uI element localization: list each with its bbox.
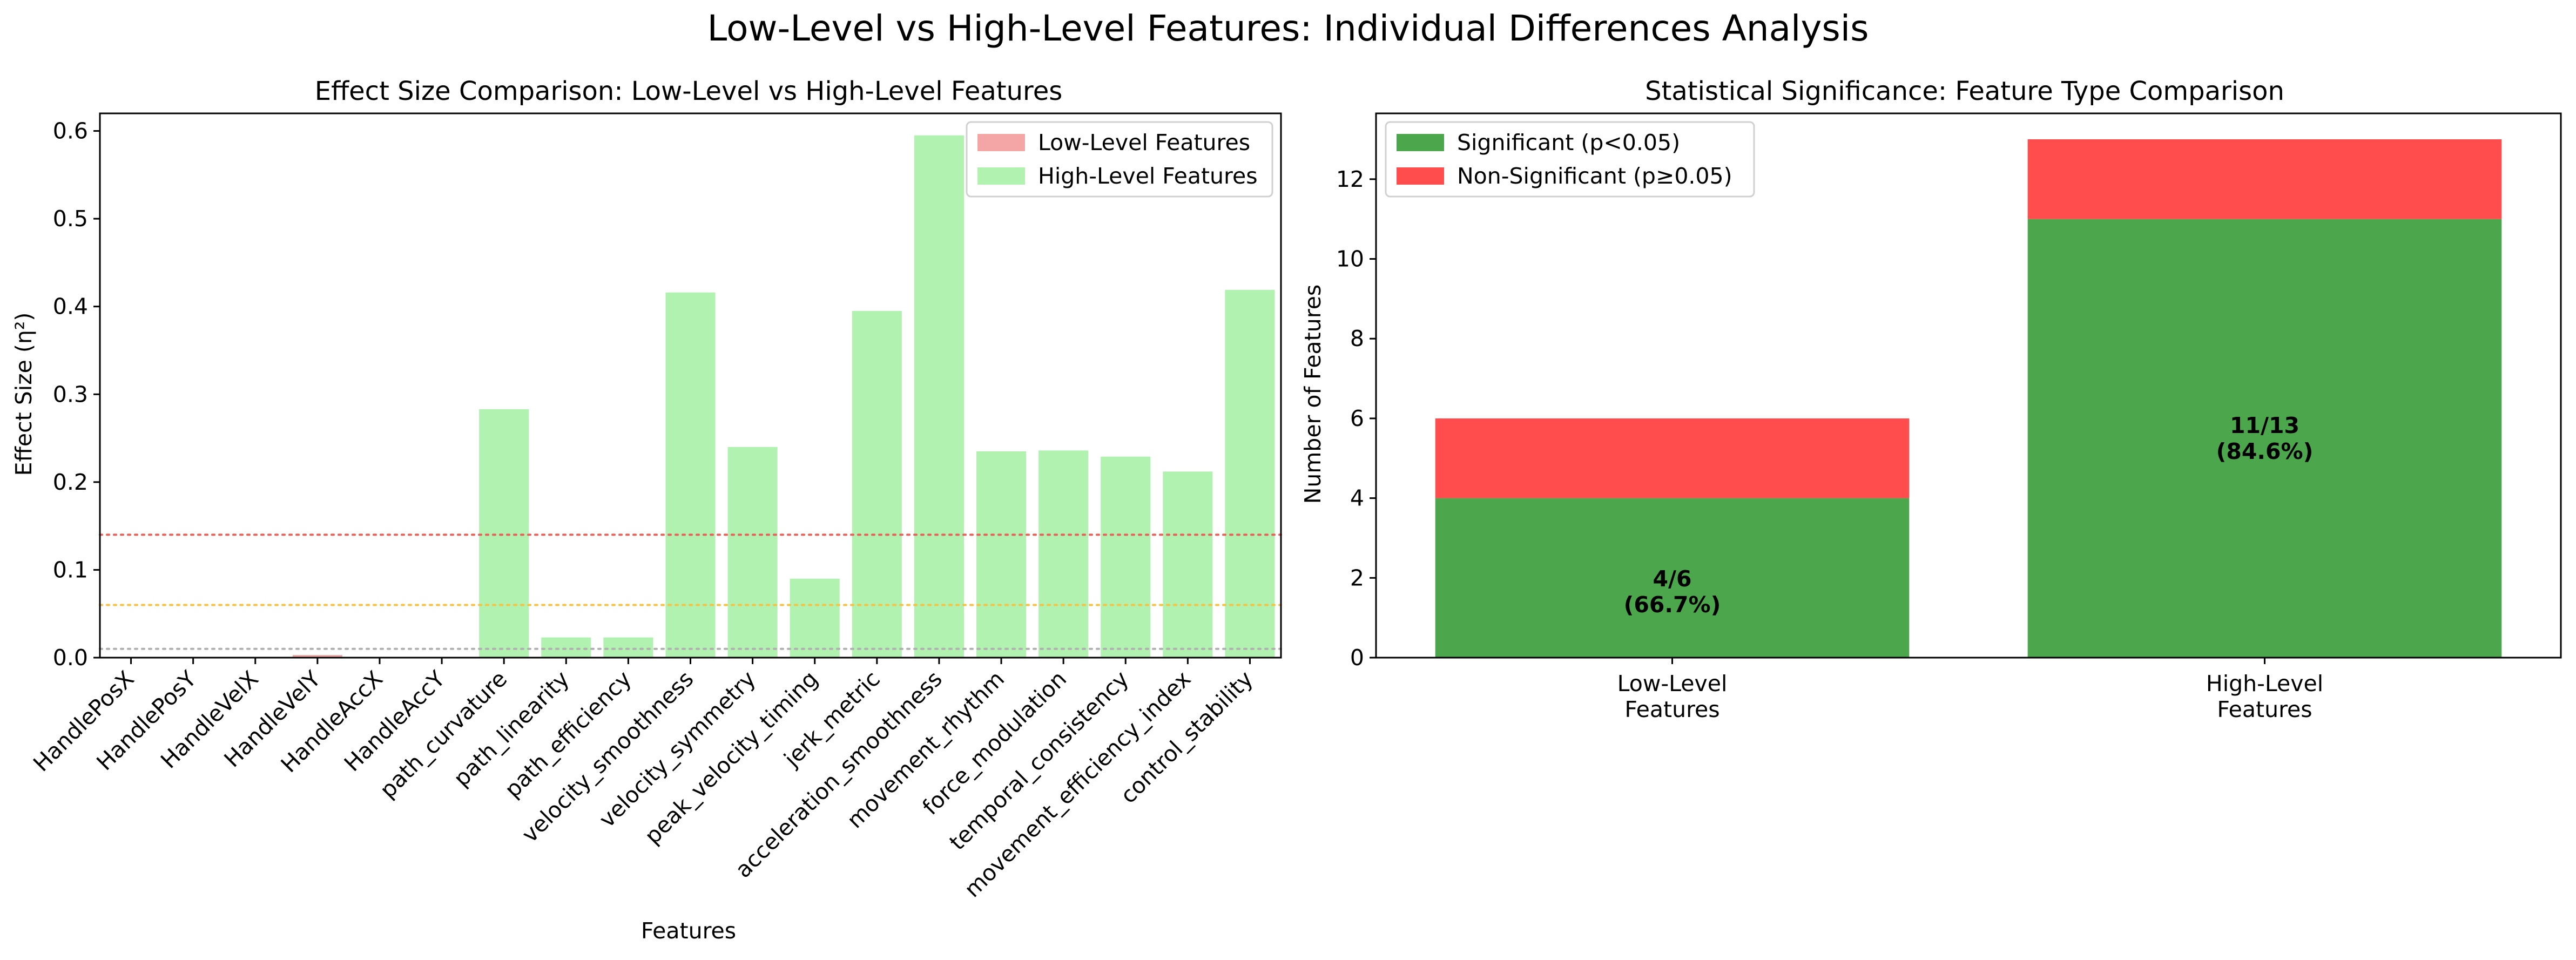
x-tick-label: High-Level Features: [2206, 671, 2323, 722]
y-tick-label: 0.3: [53, 381, 88, 407]
significance-chart: Statistical Significance: Feature Type C…: [1300, 76, 2562, 722]
right-chart-title: Statistical Significance: Feature Type C…: [1645, 76, 2284, 106]
right-y-axis-label: Number of Features: [1300, 285, 1326, 504]
bar-non-significant-1: [2027, 139, 2502, 219]
left-y-axis-label: Effect Size (η²): [11, 313, 37, 476]
y-tick-label: 0.2: [53, 469, 88, 495]
y-tick-label: 6: [1350, 405, 1364, 431]
y-tick-label: 0.6: [53, 118, 88, 144]
bar-annotation: 4/6 (66.7%): [1624, 566, 1721, 618]
bar-acceleration_smoothness: [914, 135, 964, 658]
y-tick-label: 8: [1350, 326, 1364, 351]
right-plot-frame: [1375, 112, 2562, 659]
y-tick-label: 10: [1336, 246, 1364, 272]
bar-movement_efficiency_index: [1163, 471, 1213, 658]
bar-significant-1: [2027, 219, 2502, 658]
bar-control_stability: [1225, 289, 1275, 658]
y-tick-label: 2: [1350, 565, 1364, 591]
y-tick-label: 4: [1350, 485, 1364, 511]
legend-label: High-Level Features: [1038, 163, 1258, 189]
bar-force_modulation: [1039, 450, 1089, 658]
legend-swatch: [1397, 167, 1444, 185]
bar-movement_rhythm: [976, 451, 1027, 658]
y-tick-label: 0.0: [53, 645, 88, 671]
legend-swatch: [977, 167, 1025, 185]
bar-temporal_consistency: [1101, 456, 1151, 658]
bar-velocity_smoothness: [665, 292, 716, 658]
left-x-axis-label: Features: [641, 918, 736, 944]
bar-path_efficiency: [603, 637, 653, 658]
bar-annotation: 11/13 (84.6%): [2216, 413, 2314, 464]
bar-peak_velocity_timing: [790, 578, 840, 658]
right-legend-box: [1385, 121, 1755, 198]
bar-path_linearity: [541, 637, 591, 658]
bar-significant-0: [1435, 498, 1910, 658]
legend-swatch: [1397, 134, 1444, 151]
y-tick-label: 0.1: [53, 557, 88, 583]
legend-label: Non-Significant (p≥0.05): [1457, 163, 1732, 189]
bar-jerk_metric: [852, 310, 902, 658]
left-legend-box: [966, 121, 1273, 198]
bar-path_curvature: [479, 409, 529, 658]
figure-title: Low-Level vs High-Level Features: Indivi…: [707, 8, 1869, 49]
bar-HandleVelY: [292, 655, 342, 658]
y-tick-label: 0: [1350, 645, 1364, 671]
y-tick-label: 0.5: [53, 206, 88, 232]
x-tick-label: Low-Level Features: [1617, 671, 1728, 722]
legend-label: Significant (p<0.05): [1457, 130, 1680, 156]
legend-label: Low-Level Features: [1038, 130, 1250, 156]
left-chart-title: Effect Size Comparison: Low-Level vs Hig…: [315, 76, 1062, 106]
y-tick-label: 12: [1336, 166, 1364, 192]
bar-velocity_symmetry: [727, 447, 778, 658]
legend-swatch: [977, 134, 1025, 151]
y-tick-label: 0.4: [53, 294, 88, 320]
bar-non-significant-0: [1435, 418, 1910, 498]
